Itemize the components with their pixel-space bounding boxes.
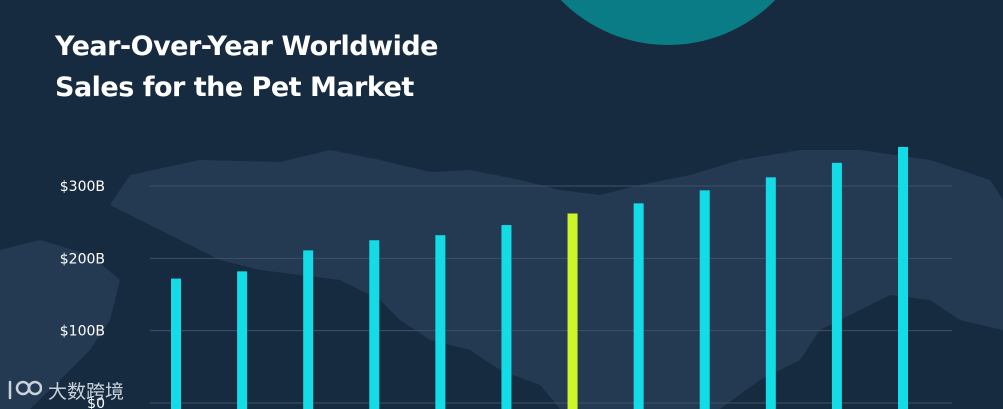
bar-11 [898,146,908,409]
y-tick-label-2: $200B [60,251,105,267]
chart-title-line-1: Year-Over-Year Worldwide [55,31,438,62]
bar-6 [567,213,578,409]
bar-4 [435,235,446,409]
watermark-text: 大数跨境 [48,380,125,403]
chart-title-line-2: Sales for the Pet Market [55,72,414,103]
bar-8 [699,190,710,409]
bar-2 [303,250,314,409]
bar-1 [237,271,248,409]
bar-3 [369,240,380,409]
bar-7 [633,203,644,409]
bar-0 [171,278,181,409]
y-tick-label-0: $0 [87,396,105,409]
bar-10 [831,162,842,409]
chart-title: Year-Over-Year Worldwide Sales for the P… [55,26,575,108]
bar-5 [501,225,512,409]
y-tick-label-3: $300B [60,179,105,195]
y-tick-label-1: $100B [60,324,105,340]
decorative-circle [560,0,776,45]
world-map-silhouette [0,150,1003,409]
bar-9 [765,177,776,409]
watermark: 大数跨境 [6,374,124,406]
logo-mark-icon [8,380,42,400]
